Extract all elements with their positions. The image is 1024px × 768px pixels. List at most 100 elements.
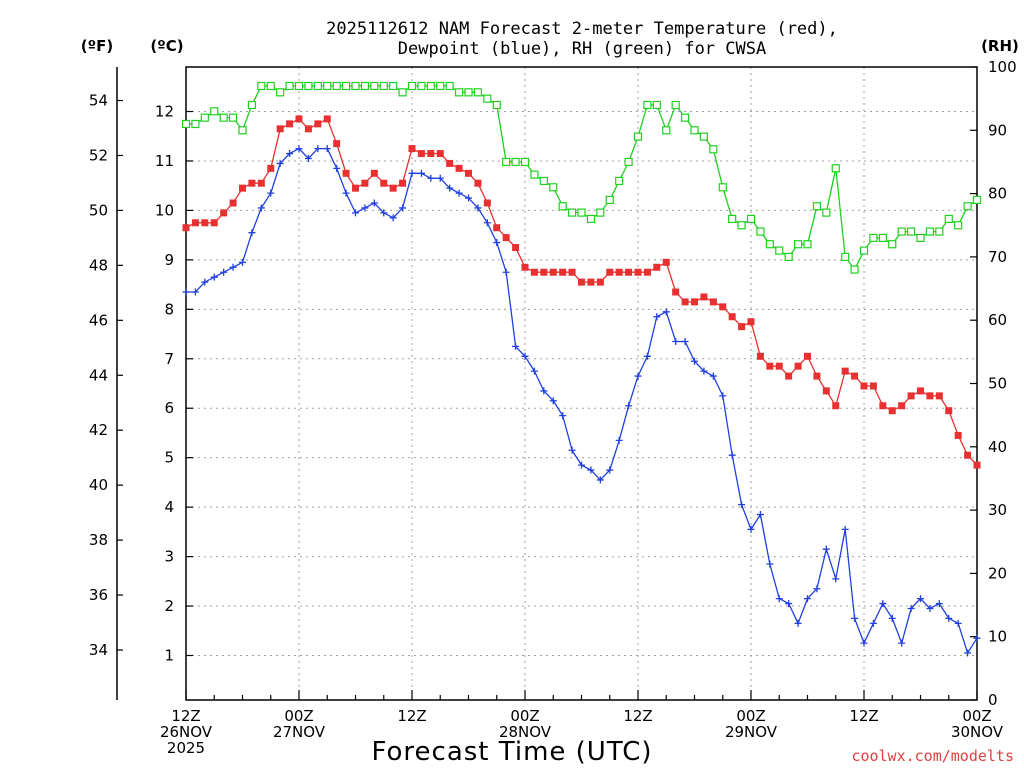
rh-tick-label: 20	[988, 564, 1007, 582]
rh-point	[643, 100, 652, 110]
temperature-line	[185, 117, 978, 466]
rh-point	[417, 81, 426, 91]
rh-point	[841, 252, 850, 261]
dewpoint-point	[182, 288, 190, 296]
dewpoint-point	[559, 412, 567, 420]
dewpoint-point	[587, 466, 595, 474]
temperature-point	[248, 179, 256, 187]
dewpoint-point	[370, 199, 378, 207]
rh-point	[775, 246, 784, 255]
temperature-point	[945, 407, 953, 415]
dewpoint-point	[229, 263, 237, 271]
temperature-point	[502, 234, 510, 242]
celsius-tick-label: 12	[155, 103, 174, 121]
rh-point	[972, 195, 982, 205]
temperature-point	[361, 179, 369, 187]
temperature-point	[879, 402, 887, 410]
dewpoint-point	[766, 560, 774, 568]
dewpoint-point	[267, 189, 275, 197]
temperature-point	[342, 169, 350, 177]
dewpoint-point	[417, 169, 425, 177]
rh-point	[511, 157, 520, 167]
dewpoint-point	[399, 204, 407, 212]
temperature-point	[643, 268, 651, 276]
rh-point	[577, 208, 586, 217]
celsius-tick-label: 3	[164, 548, 174, 566]
temperature-point	[935, 392, 943, 400]
dewpoint-point	[625, 402, 633, 410]
rh-point	[850, 265, 859, 274]
rh-point	[539, 176, 548, 186]
fahrenheit-tick-label: 50	[89, 201, 108, 219]
temperature-point	[738, 323, 746, 331]
rh-point	[473, 88, 483, 97]
dewpoint-point	[342, 189, 350, 197]
fahrenheit-tick-label: 44	[89, 366, 108, 384]
temperature-point	[399, 179, 407, 187]
dewpoint-point	[455, 189, 463, 197]
temperature-point	[709, 298, 717, 306]
rh-point	[228, 113, 238, 122]
dewpoint-point	[851, 614, 859, 622]
dewpoint-point	[832, 575, 840, 583]
dewpoint-point	[606, 466, 614, 474]
rh-point	[596, 208, 605, 217]
fahrenheit-tick-label: 38	[89, 531, 108, 549]
dewpoint-point	[935, 600, 943, 608]
dewpoint-point	[540, 387, 548, 395]
temperature-point	[286, 120, 294, 128]
temperature-point	[446, 159, 454, 167]
rh-tick-label: 10	[988, 628, 1007, 646]
temperature-point	[869, 382, 877, 390]
dewpoint-point	[248, 229, 256, 237]
dewpoint-point	[643, 352, 651, 360]
rh-point	[285, 81, 294, 91]
dewpoint-point	[220, 268, 228, 276]
time-tick-label: 12Z	[623, 707, 652, 725]
celsius-tick-label: 7	[164, 350, 174, 368]
rh-point	[398, 88, 407, 97]
temperature-point	[907, 392, 915, 400]
temperature-point	[436, 150, 444, 158]
temperature-point	[201, 219, 209, 227]
dewpoint-point	[201, 278, 209, 286]
dewpoint-point	[964, 649, 972, 657]
rh-point	[615, 176, 624, 186]
temperature-point	[512, 244, 520, 252]
dewpoint-point	[672, 337, 680, 345]
rh-point	[549, 183, 558, 192]
dewpoint-point	[653, 313, 661, 321]
temperature-point	[625, 268, 633, 276]
temperature-point	[888, 407, 896, 415]
rh-point	[803, 240, 812, 249]
celsius-tick-label: 11	[155, 152, 174, 170]
temperature-point	[229, 199, 237, 207]
temperature-point	[568, 268, 576, 276]
rh-tick-label: 0	[988, 691, 998, 709]
rh-tick-label: 90	[988, 121, 1007, 139]
temperature-point	[267, 164, 275, 172]
temperature-point	[841, 367, 849, 375]
rh-unit-label: (RH)	[981, 37, 1019, 55]
dewpoint-point	[860, 639, 868, 647]
rh-point	[878, 233, 887, 243]
rh-point	[370, 81, 379, 91]
chart-title-line1: 2025112612 NAM Forecast 2-meter Temperat…	[326, 19, 838, 39]
dewpoint-point	[286, 150, 294, 158]
dewpoint-point	[634, 372, 642, 380]
dewpoint-point	[427, 174, 435, 182]
rh-point	[605, 195, 614, 205]
time-tick-label: 30NOV	[951, 723, 1004, 741]
rh-point	[737, 221, 746, 230]
time-tick-label: 28NOV	[499, 723, 552, 741]
dewpoint-point	[700, 367, 708, 375]
temperature-point	[352, 184, 359, 192]
time-tick-label: 2025	[167, 739, 205, 757]
dewpoint-point	[446, 184, 454, 192]
time-tick-label: 00Z	[962, 707, 991, 725]
dewpoint-point	[728, 451, 736, 459]
rh-point	[699, 132, 709, 141]
temperature-point	[314, 120, 322, 128]
temperature-point	[295, 115, 303, 123]
dewpoint-point	[210, 273, 218, 281]
